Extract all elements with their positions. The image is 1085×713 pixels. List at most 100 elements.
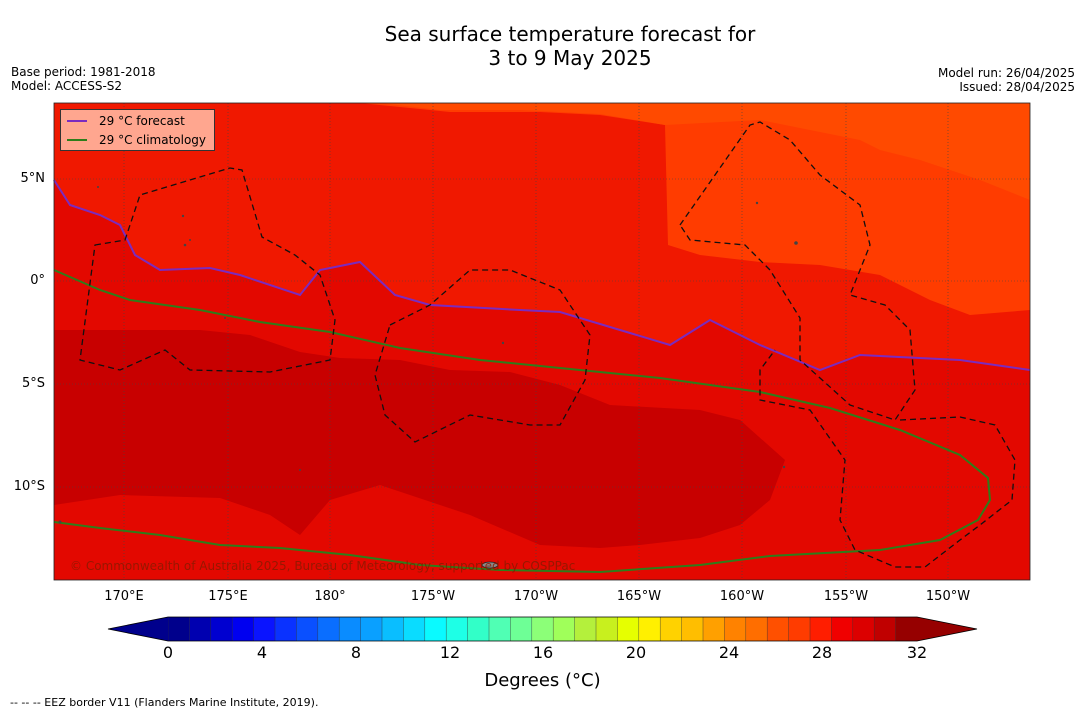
legend-row-climatology: 29 °C climatology — [67, 132, 206, 148]
map-area — [54, 103, 1030, 580]
colorbar-swatch — [852, 617, 875, 641]
colorbar-swatch — [574, 617, 597, 641]
colorbar-swatch — [831, 617, 854, 641]
colorbar-swatch — [745, 617, 768, 641]
colorbar-swatch — [638, 617, 661, 641]
colorbar-title: Degrees (°C) — [484, 670, 601, 691]
map-frame — [53, 102, 1031, 581]
chart-title-line1: Sea surface temperature forecast for — [384, 22, 756, 46]
legend-swatch-forecast — [67, 120, 87, 122]
colorbar-swatch — [810, 617, 832, 641]
map-legend: 29 °C forecast 29 °C climatology — [60, 109, 215, 151]
island-marker — [189, 239, 191, 241]
colorbar-swatch — [296, 617, 319, 641]
colorbar-tick-label: 0 — [162, 643, 174, 662]
latitude-label: 5°N — [20, 171, 46, 186]
colorbar-outline — [107, 616, 978, 642]
island-marker — [97, 186, 99, 188]
island-marker — [181, 214, 185, 218]
colorbar-tick-label: 16 — [532, 643, 554, 662]
chart-title: Sea surface temperature forecast for 3 t… — [0, 22, 1085, 70]
forecast-29c-contour — [53, 179, 1031, 372]
eez-border-tokelau — [374, 269, 591, 443]
info-right: Model run: 26/04/2025 Issued: 28/04/2025 — [938, 66, 1075, 94]
attribution-text: © Commonwealth of Australia 2025, Bureau… — [70, 559, 576, 573]
issued-text: Issued: 28/04/2025 — [959, 80, 1075, 94]
base-period-text: Base period: 1981-2018 — [11, 65, 156, 79]
graticule — [54, 103, 1030, 580]
colorbar-swatch — [253, 617, 276, 641]
longitude-label: 180° — [314, 589, 346, 604]
colorbar-swatch — [724, 617, 747, 641]
island-marker — [501, 341, 505, 345]
eez-border-line-islands-north — [679, 121, 916, 421]
latitude-label: 5°S — [21, 376, 45, 391]
longitude-label: 170°W — [513, 589, 559, 604]
sst-dark-red-pool — [54, 330, 785, 548]
eez-footnote: -- -- -- EEZ border V11 (Flanders Marine… — [10, 696, 319, 709]
latitude-label: 10°S — [13, 479, 45, 494]
info-left: Base period: 1981-2018 Model: ACCESS-S2 — [11, 65, 156, 93]
colorbar-swatch — [189, 617, 212, 641]
colorbar-swatch — [703, 617, 725, 641]
island-samoa — [481, 561, 499, 569]
colorbar-tick-label: 24 — [718, 643, 740, 662]
colorbar-swatch — [275, 617, 297, 641]
longitude-label: 170°E — [104, 589, 144, 604]
colorbar-swatch — [317, 617, 340, 641]
longitude-label: 150°W — [925, 589, 971, 604]
model-run-text: Model run: 26/04/2025 — [937, 66, 1075, 80]
island-marker — [782, 465, 786, 469]
sst-warm-band-north — [54, 103, 1030, 315]
colorbar-tick-label: 4 — [256, 643, 268, 662]
sst-orange-patch-north — [350, 103, 1030, 200]
colorbar-swatch — [210, 617, 233, 641]
colorbar-swatch — [660, 617, 683, 641]
colorbar-high-extension — [917, 617, 977, 641]
colorbar-low-extension — [108, 617, 168, 641]
island-marker — [224, 317, 226, 319]
chart-title-line2: 3 to 9 May 2025 — [488, 46, 652, 70]
island-marker — [794, 241, 798, 245]
eez-border-line-islands-south — [759, 349, 1016, 568]
colorbar-swatch — [424, 617, 447, 641]
colorbar-swatch — [531, 617, 554, 641]
island-marker — [58, 520, 62, 524]
colorbar-swatch — [510, 617, 533, 641]
colorbar-swatch — [767, 617, 790, 641]
latitude-label: 0° — [30, 273, 45, 288]
colorbar-swatch — [489, 617, 511, 641]
colorbar-tick-label: 8 — [350, 643, 362, 662]
colorbar-swatch — [339, 617, 362, 641]
eez-border-tuvalu — [79, 167, 336, 373]
island-marker — [183, 243, 187, 247]
eez-borders — [79, 121, 1016, 568]
colorbar-swatch — [467, 617, 490, 641]
colorbar-swatch — [788, 617, 811, 641]
climatology-29c-contour — [53, 269, 992, 574]
colorbar-swatch — [232, 617, 255, 641]
colorbar-swatch — [681, 617, 704, 641]
island-marker — [755, 201, 759, 205]
colorbar-tick-label: 20 — [625, 643, 647, 662]
colorbar-swatch — [553, 617, 576, 641]
colorbar-swatch — [446, 617, 469, 641]
legend-label-climatology: 29 °C climatology — [99, 133, 207, 147]
longitude-label: 165°W — [616, 589, 662, 604]
colorbar-tick-label: 32 — [906, 643, 928, 662]
colorbar-swatch — [596, 617, 618, 641]
colorbar-tick-label: 28 — [811, 643, 833, 662]
colorbar-swatches — [167, 617, 918, 641]
colorbar-swatch — [360, 617, 383, 641]
model-text: Model: ACCESS-S2 — [11, 79, 123, 93]
islands — [58, 186, 798, 569]
longitude-label: 155°W — [823, 589, 869, 604]
longitude-label: 175°E — [208, 589, 248, 604]
legend-label-forecast: 29 °C forecast — [99, 114, 185, 128]
colorbar-swatch — [403, 617, 426, 641]
colorbar-swatch — [382, 617, 404, 641]
colorbar-swatch — [895, 617, 918, 641]
colorbar-swatch — [617, 617, 640, 641]
legend-swatch-climatology — [67, 139, 87, 141]
